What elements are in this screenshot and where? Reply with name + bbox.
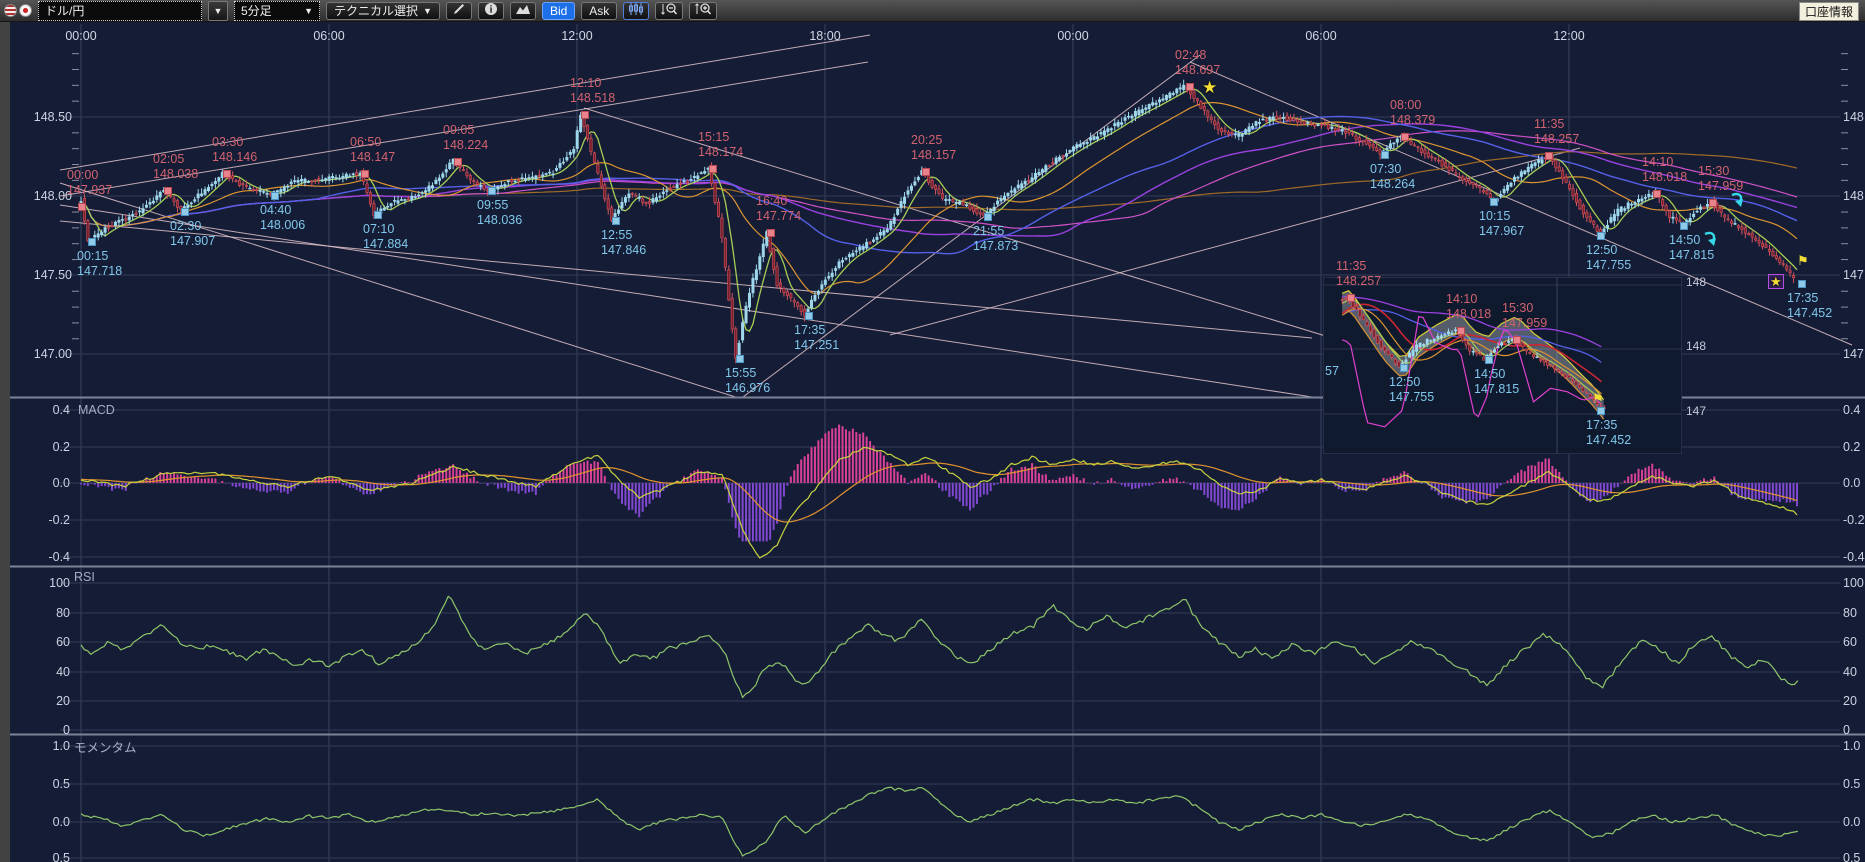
bid-button[interactable]: Bid	[541, 1, 576, 20]
pencil-icon	[452, 2, 466, 19]
candlestick-chart-button[interactable]	[623, 1, 650, 20]
svg-text:i: i	[490, 5, 493, 16]
area-chart-button[interactable]	[509, 1, 536, 20]
draw-tool-button[interactable]	[445, 1, 472, 20]
candlestick-chart-icon	[628, 2, 644, 19]
chevron-down-icon: ▼	[423, 5, 432, 16]
info-button[interactable]: i	[477, 1, 504, 20]
account-info-label: 口座情報	[1804, 5, 1853, 19]
window-edge	[0, 22, 10, 862]
us-flag-icon	[4, 4, 17, 17]
zoom-in-icon	[694, 2, 712, 19]
technical-select-label: テクニカル選択	[334, 4, 419, 18]
ask-button[interactable]: Ask	[581, 1, 618, 20]
account-info-button[interactable]: 口座情報	[1798, 2, 1859, 21]
technical-select-button[interactable]: テクニカル選択 ▼	[326, 1, 440, 20]
timeframe-select[interactable]: 5分足 ▼	[234, 0, 320, 21]
ask-label: Ask	[589, 3, 610, 18]
jp-flag-icon	[19, 4, 32, 17]
currency-pair-label: ドル/円	[45, 4, 85, 18]
zoom-out-button[interactable]	[655, 1, 684, 20]
timeframe-label: 5分足	[241, 4, 272, 18]
zoom-out-icon	[660, 2, 678, 19]
currency-pair-select[interactable]: ドル/円	[38, 0, 202, 21]
info-icon: i	[484, 2, 498, 19]
toolbar: ドル/円 ▼ 5分足 ▼ テクニカル選択 ▼ i Bid Ask	[0, 0, 1865, 22]
area-chart-icon	[515, 3, 531, 18]
zoom-in-button[interactable]	[689, 1, 718, 20]
bid-label: Bid	[549, 3, 568, 18]
chevron-down-icon: ▼	[304, 5, 313, 16]
currency-pair-dropdown-button[interactable]: ▼	[208, 0, 228, 21]
chevron-down-icon: ▼	[213, 5, 223, 16]
